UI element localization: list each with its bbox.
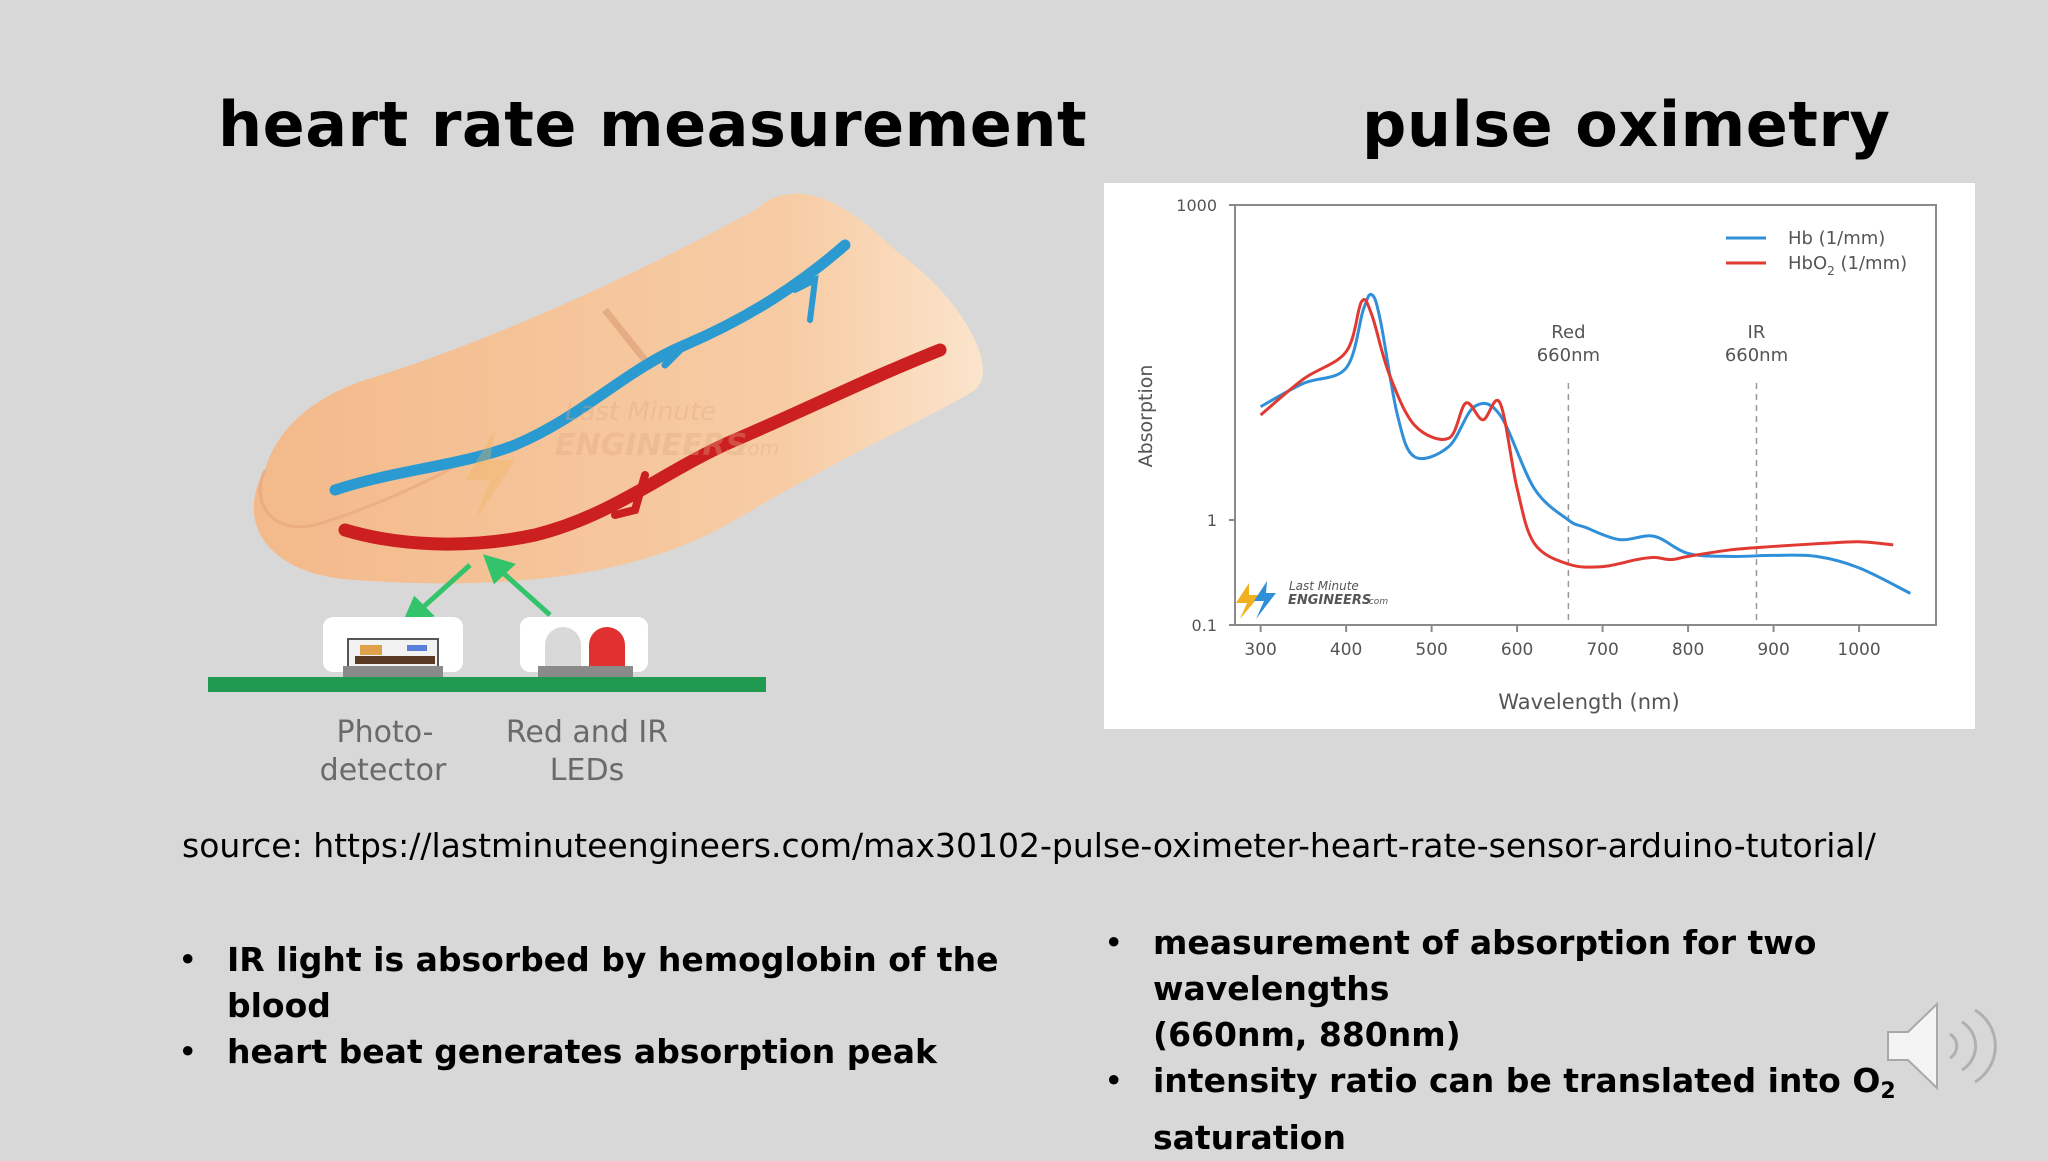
svg-text:ENGINEERS: ENGINEERS (555, 428, 747, 463)
series-hbo2-line (1259, 297, 1894, 569)
bullets-heart-rate: IR light is absorbed by hemoglobin of th… (178, 937, 1108, 1075)
y-axis-label: Absorption (1135, 365, 1157, 468)
absorption-chart: 1000 1 0.1 300 400 500 600 700 800 900 1000 Red 66… (1104, 183, 1975, 729)
x-tick-label: 300 (1244, 640, 1276, 660)
x-tick-label: 500 (1415, 640, 1447, 660)
x-tick-label: 600 (1501, 640, 1533, 660)
svg-text:ENGINEERS: ENGINEERS (1288, 593, 1371, 608)
y-tick-label: 0.1 (1192, 616, 1217, 635)
x-tick-label: 700 (1586, 640, 1618, 660)
bullet-item: intensity ratio can be translated into O… (1104, 1058, 2014, 1161)
x-axis-label: Wavelength (nm) (1498, 690, 1679, 714)
finger-sensor-illustration: Last Minute ENGINEERS .com Photo- detect… (208, 193, 984, 788)
x-tick-label: 900 (1757, 640, 1789, 660)
annotation-label: 660nm (1537, 345, 1600, 366)
chart-logo: Last Minute ENGINEERS .com (1236, 579, 1388, 619)
label-photodetector-2: detector (320, 753, 447, 788)
svg-text:.com: .com (730, 436, 779, 460)
title-pulse-oximetry: pulse oximetry (1362, 88, 1891, 161)
label-leds: Red and IR (506, 715, 668, 750)
circuit-board (208, 677, 766, 692)
source-link[interactable]: source: https://lastminuteengineers.com/… (182, 826, 1876, 865)
annotation-label: Red (1551, 322, 1585, 343)
light-arrows (400, 554, 552, 628)
svg-text:.com: .com (1366, 597, 1388, 607)
bullets-pulse-oximetry: measurement of absorption for two wavele… (1104, 920, 2014, 1161)
vein-path (329, 239, 851, 496)
bullet-item: heart beat generates absorption peak (178, 1029, 1108, 1075)
svg-text:Last Minute: Last Minute (565, 397, 716, 427)
legend-hbo2: HbO2 (1/mm) (1788, 253, 1907, 278)
y-tick-label: 1 (1207, 511, 1217, 530)
y-tick-label: 1000 (1176, 196, 1217, 215)
series-hb-line (1259, 292, 1912, 595)
x-tick-label: 800 (1672, 640, 1704, 660)
label-photodetector: Photo- (337, 715, 434, 750)
legend-hb: Hb (1/mm) (1788, 228, 1885, 249)
photodetector-component (323, 617, 463, 678)
chart-legend: Hb (1/mm) HbO2 (1/mm) (1726, 228, 1907, 278)
annotation-label: 660nm (1725, 345, 1788, 366)
bullet-item: measurement of absorption for two wavele… (1104, 920, 2014, 1058)
speaker-icon[interactable] (1882, 996, 2008, 1096)
annotation-label: IR (1748, 322, 1766, 343)
svg-text:Last Minute: Last Minute (1289, 579, 1359, 593)
label-leds-2: LEDs (550, 753, 624, 788)
led-component (520, 617, 648, 678)
x-tick-label: 1000 (1837, 640, 1880, 660)
bullet-item: IR light is absorbed by hemoglobin of th… (178, 937, 1108, 1029)
watermark: Last Minute ENGINEERS .com (465, 397, 779, 520)
title-heart-rate: heart rate measurement (218, 88, 1088, 161)
x-tick-label: 400 (1330, 640, 1362, 660)
plot-frame (1234, 204, 1937, 626)
